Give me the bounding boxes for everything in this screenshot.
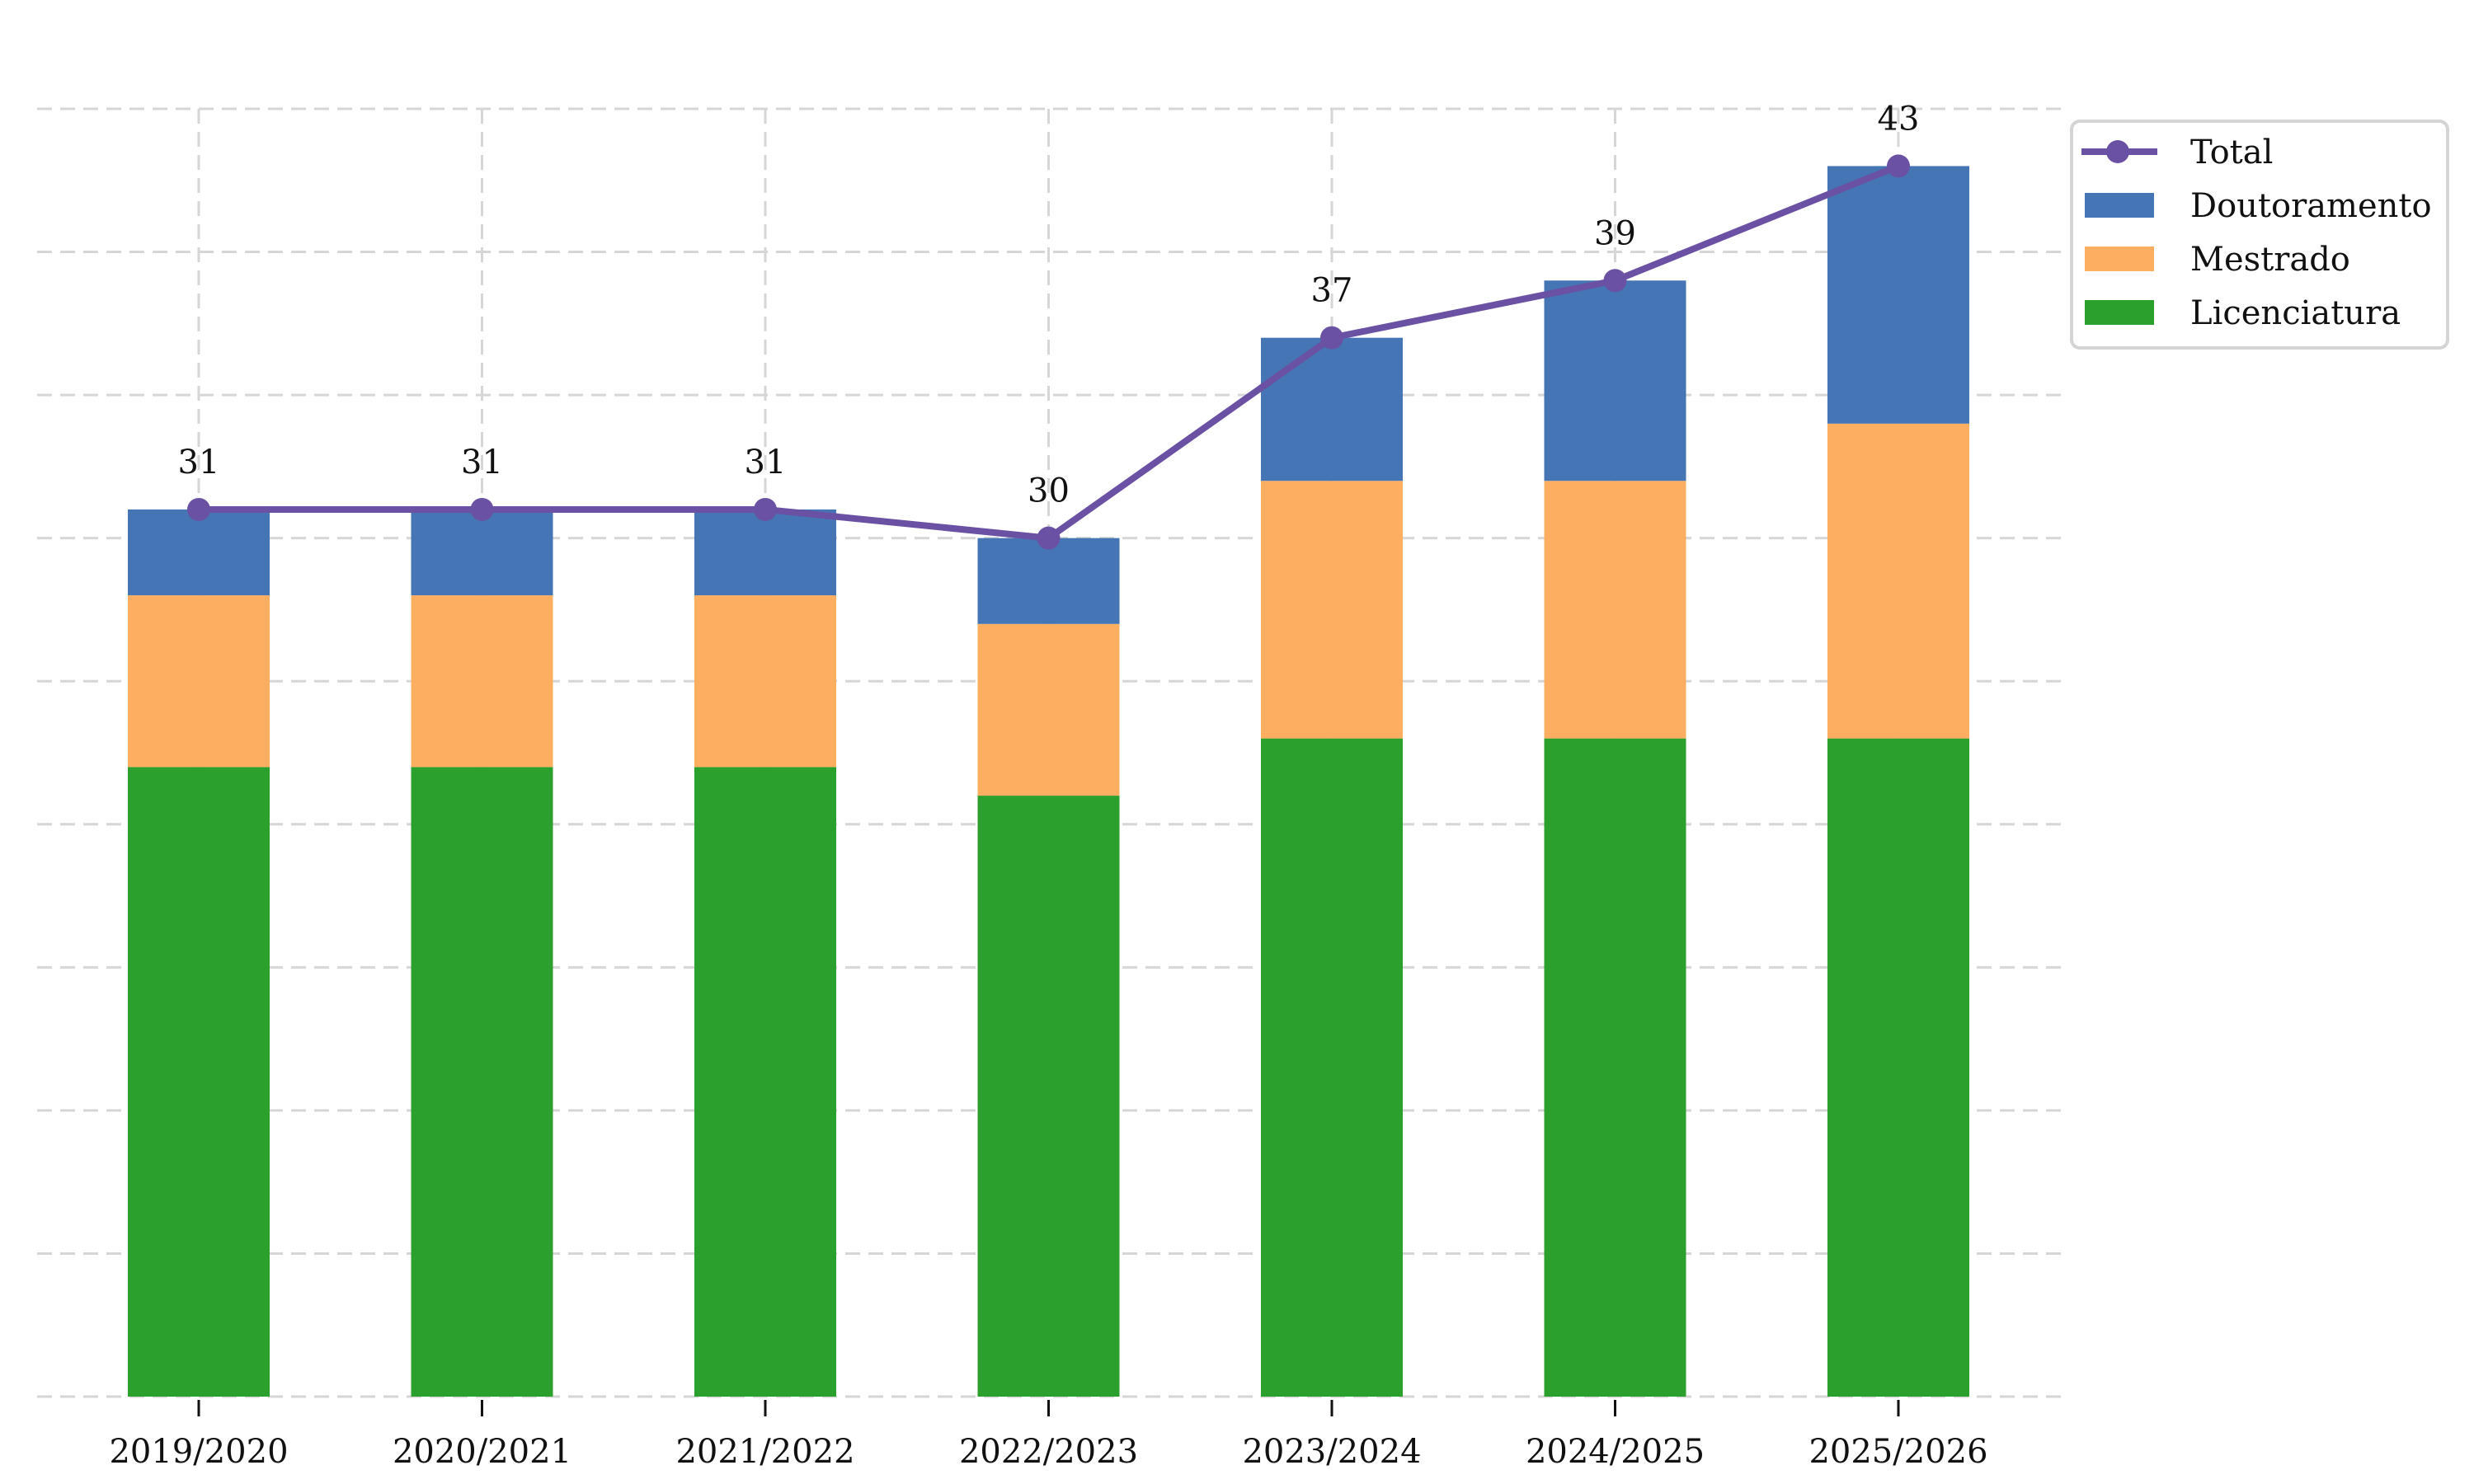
legend-label-doutoramento: Doutoramento (2190, 187, 2432, 225)
legend-label-mestrado: Mestrado (2190, 241, 2350, 279)
bars (128, 166, 1969, 1397)
x-axis: 2019/2020 2020/2021 2021/2022 2022/2023 2023… (109, 1400, 1988, 1471)
x-tick-label-2023-2024: 2023/2024 (1242, 1433, 1421, 1471)
bar-doutoramento-2023-2024 (1261, 337, 1403, 481)
bar-mestrado-2022-2023 (977, 623, 1120, 796)
total-line: 31 31 31 30 37 39 43 (178, 100, 1920, 550)
legend-label-total: Total (2190, 134, 2273, 171)
bar-licenciatura-2019-2020 (128, 767, 270, 1397)
bar-mestrado-2024-2025 (1544, 481, 1686, 739)
legend-label-licenciatura: Licenciatura (2190, 294, 2401, 332)
total-point-2022-2023 (1037, 526, 1061, 550)
bar-mestrado-2025-2026 (1827, 423, 1969, 739)
total-point-2023-2024 (1320, 326, 1343, 350)
bar-doutoramento-2022-2023 (977, 538, 1120, 624)
bar-licenciatura-2020-2021 (411, 767, 553, 1397)
data-label-2025-2026: 43 (1878, 100, 1920, 138)
data-label-2019-2020: 31 (178, 444, 220, 481)
bar-licenciatura-2024-2025 (1544, 738, 1686, 1397)
data-label-2020-2021: 31 (461, 444, 503, 481)
bar-doutoramento-2019-2020 (128, 509, 270, 596)
legend-item-total: Total (2081, 134, 2273, 171)
legend-frame (2070, 120, 2449, 350)
legend: Total Doutoramento Mestrado Licenciatura (2070, 120, 2449, 350)
bar-licenciatura-2022-2023 (977, 796, 1120, 1397)
legend-item-mestrado: Mestrado (2085, 241, 2350, 279)
bar-mestrado-2019-2020 (128, 595, 270, 768)
bar-doutoramento-2021-2022 (694, 509, 836, 596)
bar-mestrado-2020-2021 (411, 595, 553, 768)
data-label-2023-2024: 37 (1311, 272, 1353, 310)
total-point-2020-2021 (470, 497, 494, 521)
total-point-2025-2026 (1887, 154, 1910, 178)
legend-item-licenciatura: Licenciatura (2085, 294, 2401, 332)
x-tick-label-2024-2025: 2024/2025 (1526, 1433, 1705, 1471)
total-point-2024-2025 (1603, 269, 1627, 293)
legend-item-doutoramento: Doutoramento (2085, 187, 2432, 225)
x-tick-label-2021-2022: 2021/2022 (675, 1433, 854, 1471)
bar-licenciatura-2023-2024 (1261, 738, 1403, 1397)
bar-licenciatura-2021-2022 (694, 767, 836, 1397)
bar-licenciatura-2025-2026 (1827, 738, 1969, 1397)
total-point-2019-2020 (187, 497, 210, 521)
legend-swatch-doutoramento (2085, 193, 2154, 218)
bar-doutoramento-2025-2026 (1827, 166, 1969, 424)
bar-mestrado-2021-2022 (694, 595, 836, 768)
bar-doutoramento-2024-2025 (1544, 280, 1686, 481)
legend-marker-swatch (2106, 140, 2129, 163)
x-tick-label-2020-2021: 2020/2021 (393, 1433, 571, 1471)
data-label-2021-2022: 31 (745, 444, 787, 481)
legend-swatch-mestrado (2085, 247, 2154, 271)
x-tick-label-2025-2026: 2025/2026 (1808, 1433, 1987, 1471)
data-label-2024-2025: 39 (1594, 214, 1636, 252)
legend-swatch-licenciatura (2085, 300, 2154, 325)
bar-mestrado-2023-2024 (1261, 481, 1403, 739)
total-point-2021-2022 (754, 497, 777, 521)
x-tick-label-2022-2023: 2022/2023 (959, 1433, 1138, 1471)
bar-doutoramento-2020-2021 (411, 509, 553, 596)
data-label-2022-2023: 30 (1028, 472, 1070, 510)
x-tick-label-2019-2020: 2019/2020 (109, 1433, 288, 1471)
